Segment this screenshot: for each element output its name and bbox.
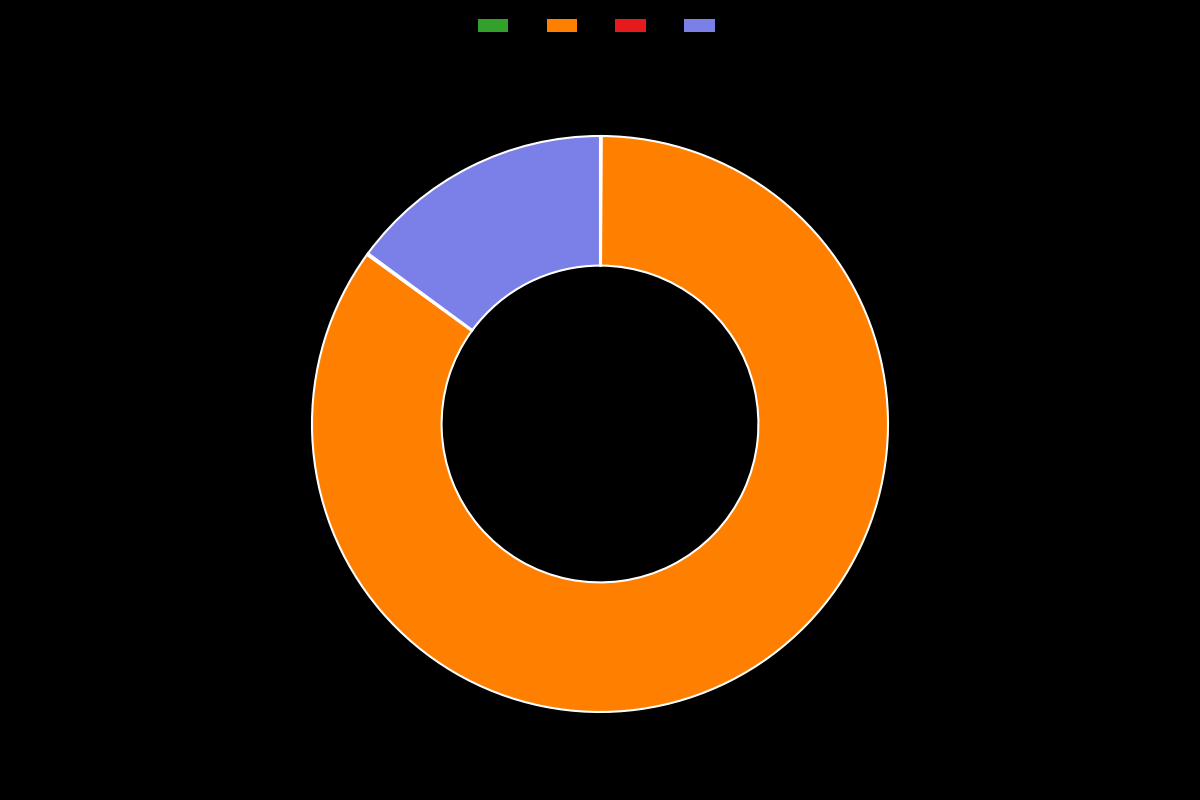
Wedge shape [312, 136, 888, 712]
Wedge shape [600, 136, 602, 266]
Wedge shape [368, 136, 600, 330]
Wedge shape [367, 254, 473, 331]
Legend: , , , : , , , [473, 14, 727, 38]
